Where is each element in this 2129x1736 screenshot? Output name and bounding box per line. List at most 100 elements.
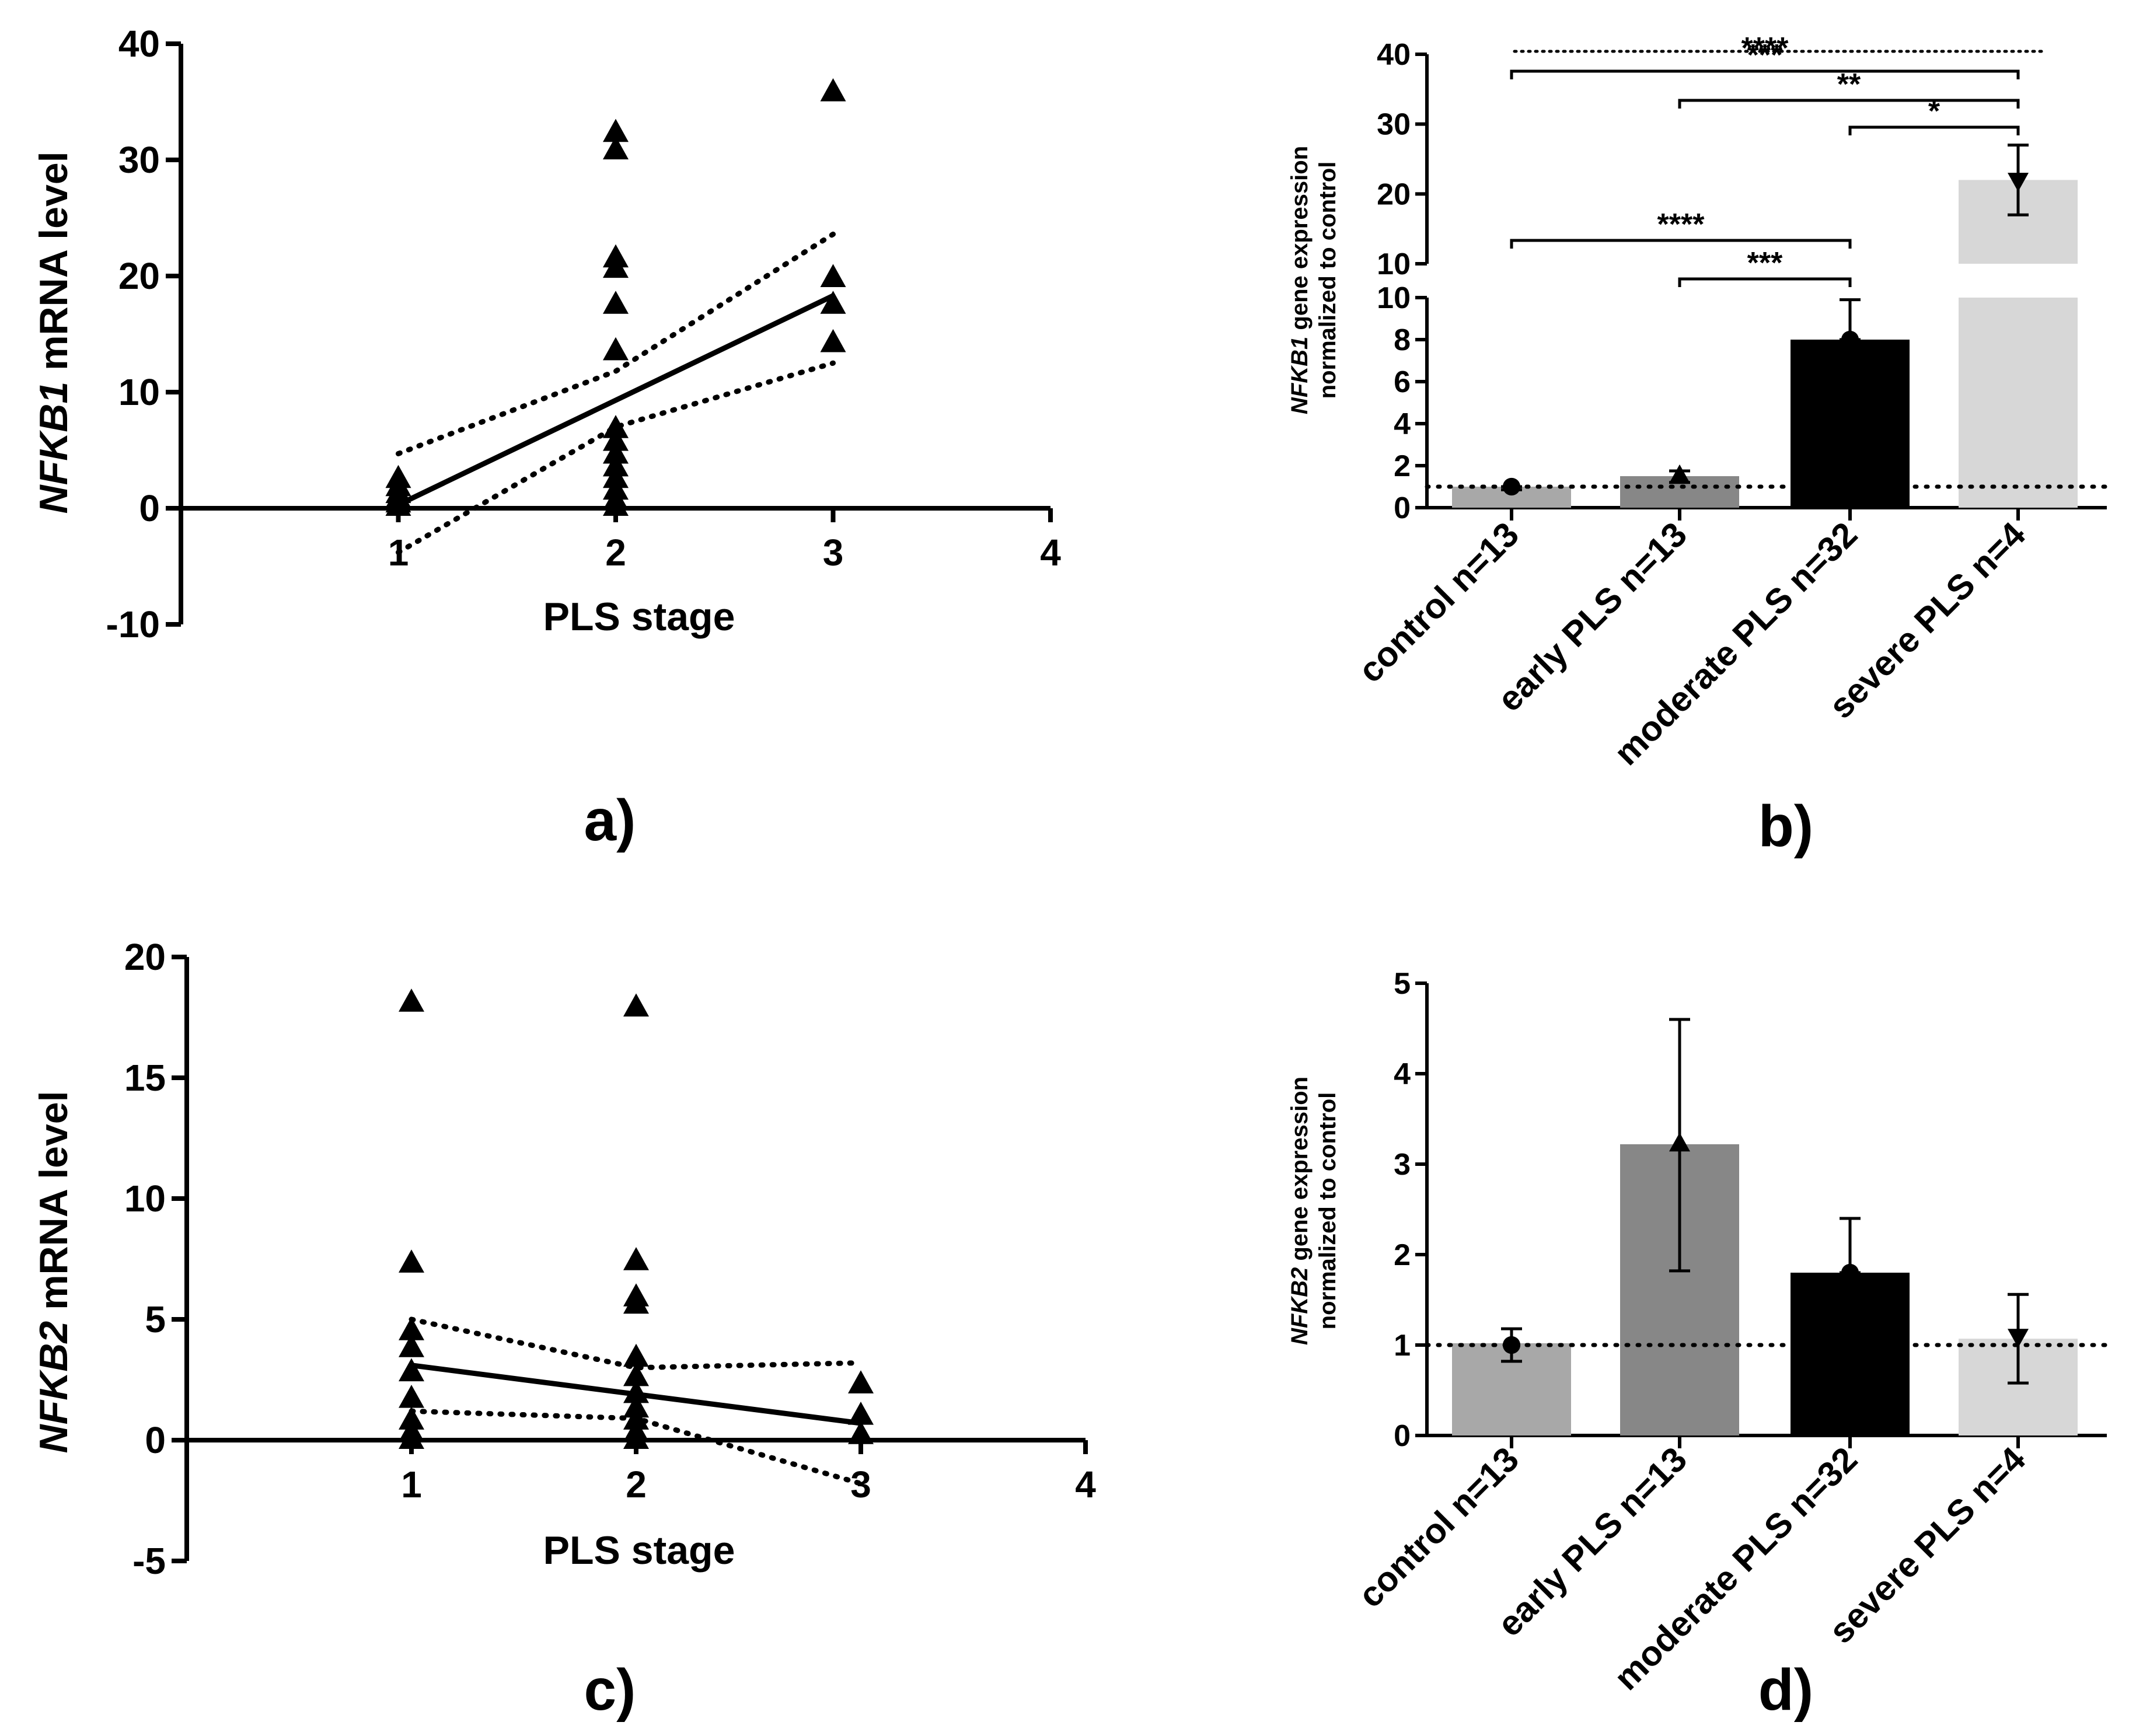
y-tick-label: 0 (145, 1419, 166, 1461)
y-tick-label: 15 (124, 1057, 166, 1099)
x-tick-label: 3 (850, 1463, 871, 1506)
mean-marker (1502, 477, 1521, 496)
data-point (399, 1426, 424, 1449)
data-point (603, 254, 629, 278)
bar (1791, 340, 1910, 508)
data-point (623, 1406, 649, 1430)
data-point (385, 492, 411, 516)
mean-marker (2008, 173, 2029, 192)
data-point (603, 464, 629, 488)
y-tick-label: 4 (1394, 407, 1411, 441)
significance-label: **** (1657, 208, 1705, 242)
y-tick-label: 3 (1394, 1148, 1411, 1182)
data-point (623, 993, 649, 1017)
significance-label: *** (1747, 39, 1783, 72)
data-point (848, 1370, 874, 1393)
x-tick-label: 4 (1040, 532, 1061, 574)
panel-c-nfkb2-scatter: -5 0 5 10 15 20 1 2 3 4 PLS stage NFKB2 mRNA level c… (32, 936, 1096, 1723)
x-category-label: control n=13 (1350, 515, 1526, 690)
y-tick-label: 5 (145, 1298, 166, 1340)
y-tick-label: 0 (1394, 491, 1411, 525)
y-tick-label: 10 (124, 1178, 166, 1220)
y-axis-title: NFKB2 gene expression normalized to contr… (1287, 1077, 1341, 1345)
data-point (603, 118, 629, 142)
data-point (603, 415, 629, 438)
bar (1791, 1273, 1910, 1435)
significance-bracket (1510, 69, 2020, 79)
mean-marker (1669, 1132, 1690, 1152)
significance-label: *** (1747, 246, 1783, 280)
y-tick-label: 2 (1394, 1238, 1411, 1272)
significance-bracket (1678, 277, 1852, 287)
data-point (623, 1379, 649, 1403)
data-point (399, 1358, 424, 1382)
y-axis-title: NFKB1 gene expression normalized to contr… (1287, 146, 1341, 414)
data-point (603, 440, 629, 464)
data-point (603, 453, 629, 477)
data-point (399, 988, 424, 1012)
significance-bracket (1510, 239, 1852, 249)
y-tick-label: 4 (1394, 1057, 1411, 1091)
significance-label: **** (1741, 32, 1789, 65)
x-axis-title: PLS stage (543, 595, 735, 639)
ci-upper-line (409, 1316, 864, 1371)
y-axis-title: NFKB2 mRNA level (32, 1091, 76, 1454)
data-point (820, 78, 846, 102)
data-point (399, 1317, 424, 1340)
data-point (623, 1247, 649, 1270)
y-tick-label: 8 (1394, 323, 1411, 357)
x-axis-title: PLS stage (543, 1528, 735, 1573)
data-point (603, 337, 629, 361)
data-point (848, 1402, 874, 1425)
mean-marker (2008, 1329, 2029, 1348)
y-tick-label: 30 (118, 139, 160, 181)
ci-upper-line (396, 231, 836, 456)
panel-label: a) (584, 788, 636, 853)
data-point (820, 264, 846, 288)
y-tick-label: 40 (1377, 38, 1411, 72)
y-tick-label: 10 (1377, 247, 1411, 281)
regression-line (397, 293, 835, 508)
data-point (603, 136, 629, 160)
data-point (848, 1421, 874, 1444)
data-point (623, 1394, 649, 1418)
y-tick-label: 0 (139, 487, 160, 529)
data-point (603, 428, 629, 451)
y-tick-label: 20 (118, 255, 160, 297)
x-tick-label: 2 (605, 532, 626, 574)
mean-marker (1669, 464, 1690, 484)
y-tick-label: 2 (1394, 449, 1411, 483)
data-point (623, 1290, 649, 1314)
mean-marker (1841, 1263, 1859, 1282)
data-point (603, 291, 629, 314)
mean-marker (1841, 330, 1859, 349)
x-tick-label: 2 (626, 1463, 647, 1506)
panel-label: c) (584, 1657, 636, 1723)
y-tick-label: 6 (1394, 365, 1411, 399)
data-point (399, 1385, 424, 1408)
y-tick-label: 30 (1377, 108, 1411, 142)
y-tick-label: 1 (1394, 1329, 1411, 1363)
significance-label: * (1928, 95, 1940, 128)
y-tick-label: -5 (132, 1540, 166, 1582)
significance-bracket (1848, 125, 2020, 135)
ci-lower-line (396, 360, 836, 556)
mean-marker (1502, 1336, 1521, 1354)
data-point (399, 1334, 424, 1357)
data-point (623, 1426, 649, 1449)
data-point (603, 492, 629, 516)
data-point (820, 329, 846, 352)
bar-lower-segment (1959, 298, 2078, 508)
y-tick-label: 10 (118, 371, 160, 413)
x-tick-label: 3 (823, 532, 844, 574)
y-tick-label: -10 (106, 603, 160, 645)
panel-label: b) (1758, 794, 1813, 859)
x-tick-label: 4 (1075, 1463, 1096, 1506)
data-point (820, 291, 846, 314)
y-tick-label: 10 (1377, 281, 1411, 315)
data-point (399, 1406, 424, 1430)
y-tick-label: 0 (1394, 1419, 1411, 1453)
